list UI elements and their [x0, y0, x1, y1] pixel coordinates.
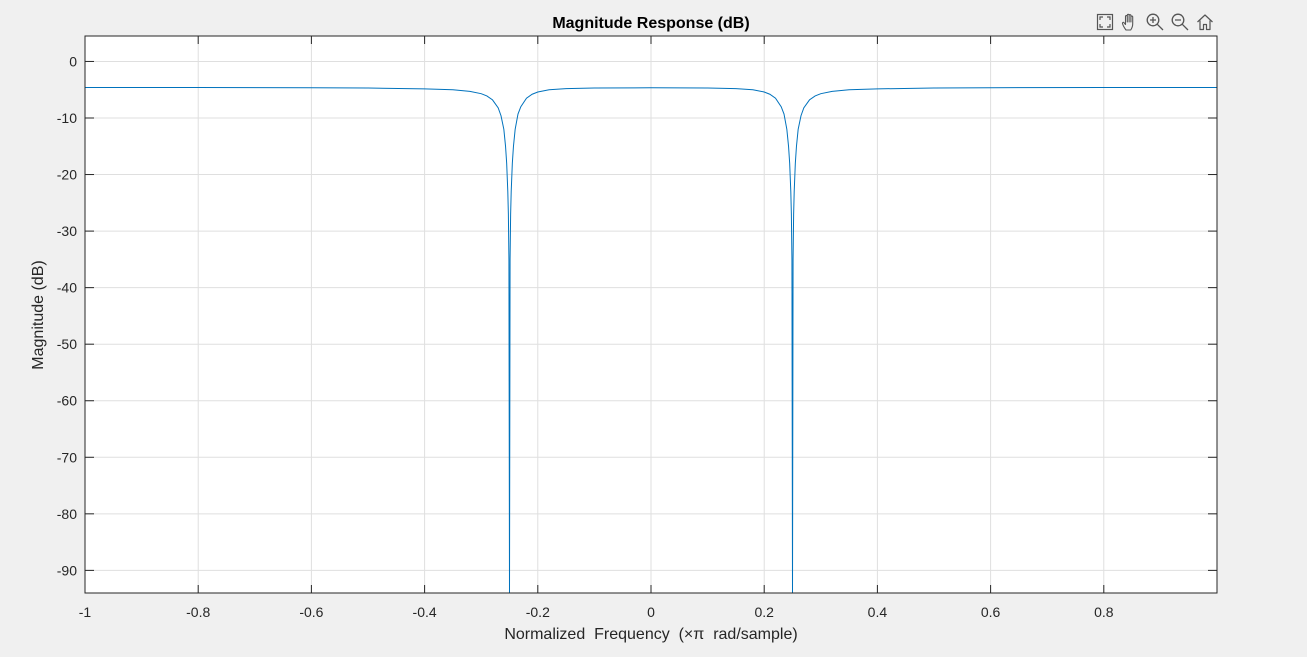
y-tick-label: -50 — [57, 336, 77, 352]
x-axis-ticks: -1 -0.8 -0.6 -0.4 -0.2 0 0.2 0.4 0.6 0.8 — [79, 36, 1114, 620]
zoom-in-icon[interactable] — [1144, 11, 1166, 33]
zoom-out-icon[interactable] — [1169, 11, 1191, 33]
y-tick-label: -70 — [57, 449, 77, 465]
x-tick-label: 0.6 — [981, 604, 1001, 620]
x-tick-label: -1 — [79, 604, 92, 620]
export-icon[interactable] — [1094, 11, 1116, 33]
axes-toolbar — [1094, 11, 1216, 33]
y-tick-label: -20 — [57, 167, 77, 183]
y-tick-label: -80 — [57, 506, 77, 522]
y-axis-ticks: 0 -10 -20 -30 -40 -50 -60 -70 -80 -90 — [57, 53, 1217, 578]
y-tick-label: -10 — [57, 110, 77, 126]
x-tick-label: -0.4 — [413, 604, 437, 620]
x-tick-label: 0.2 — [754, 604, 774, 620]
magnitude-response-line — [85, 86, 1217, 593]
y-tick-label: -30 — [57, 223, 77, 239]
home-icon[interactable] — [1194, 11, 1216, 33]
y-tick-label: -40 — [57, 280, 77, 296]
y-axis-label: Magnitude (dB) — [30, 260, 47, 369]
x-tick-label: 0 — [647, 604, 655, 620]
pan-icon[interactable] — [1119, 11, 1141, 33]
x-tick-label: 0.4 — [868, 604, 888, 620]
chart-title: Magnitude Response (dB) — [552, 15, 749, 32]
grid-lines — [85, 36, 1217, 593]
x-axis-label: Normalized Frequency (×π rad/sample) — [504, 626, 797, 643]
x-tick-label: 0.8 — [1094, 604, 1114, 620]
y-tick-label: -90 — [57, 562, 77, 578]
y-tick-label: -60 — [57, 393, 77, 409]
x-tick-label: -0.8 — [186, 604, 210, 620]
x-tick-label: -0.2 — [526, 604, 550, 620]
x-tick-label: -0.6 — [299, 604, 323, 620]
y-tick-label: 0 — [69, 53, 77, 69]
